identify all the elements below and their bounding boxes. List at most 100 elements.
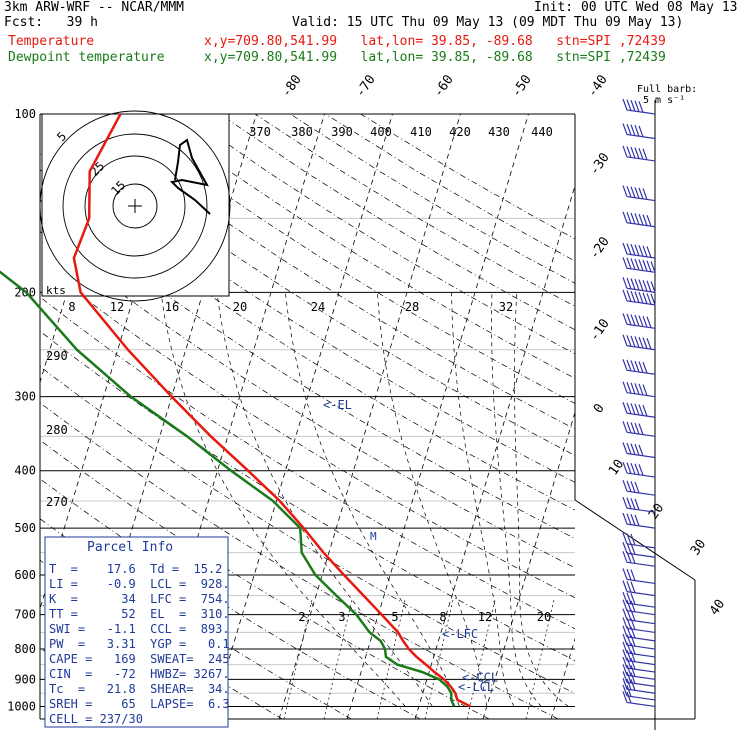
barb-feather bbox=[622, 381, 628, 393]
barb-feather bbox=[622, 313, 628, 325]
barb-feather bbox=[630, 552, 636, 564]
wind-barb bbox=[622, 496, 656, 513]
barb-feather bbox=[626, 497, 632, 509]
barb-feather bbox=[630, 642, 636, 655]
barb-feather bbox=[622, 671, 628, 683]
barb-feather bbox=[626, 382, 632, 394]
hodograph-ring bbox=[112, 183, 158, 229]
dry-adiabat-line bbox=[149, 114, 575, 379]
barb-feather bbox=[634, 481, 640, 494]
barb-feather bbox=[622, 145, 628, 158]
barb-feather bbox=[626, 626, 632, 638]
barb-staff bbox=[626, 561, 656, 567]
barb-feather bbox=[622, 580, 628, 592]
forecast-hour: Fcst: 39 h bbox=[4, 15, 98, 30]
wind-barb bbox=[622, 480, 656, 496]
barb-feather bbox=[634, 278, 640, 291]
wind-barb bbox=[622, 551, 656, 567]
hodograph-speed-label: 24 bbox=[311, 300, 325, 314]
parcel-info-panel: Parcel Info T = 17.6 Td = 15.2 LI = -0.9… bbox=[45, 537, 230, 727]
barb-staff bbox=[626, 602, 656, 608]
moist-adiabat-line bbox=[376, 292, 488, 707]
barb-feather bbox=[626, 600, 632, 612]
barb-staff bbox=[626, 695, 656, 701]
wind-barb bbox=[622, 512, 656, 529]
wind-barb bbox=[622, 678, 656, 694]
barb-feather bbox=[622, 532, 628, 545]
barb-staff bbox=[626, 472, 656, 478]
barb-feather bbox=[630, 335, 636, 348]
barb-staff bbox=[626, 109, 656, 115]
wind-barb bbox=[622, 568, 656, 585]
barb-feather bbox=[626, 542, 632, 555]
barb-feather bbox=[622, 633, 628, 646]
barb-feather bbox=[638, 383, 644, 396]
wind-barb bbox=[622, 381, 656, 398]
parcel-row: CIN = -72 HWBZ= 3267. bbox=[49, 667, 230, 681]
isotherm-line bbox=[210, 114, 393, 719]
isotherm-label: 0 bbox=[591, 401, 608, 416]
barb-staff bbox=[626, 681, 656, 687]
wind-barb bbox=[622, 442, 656, 459]
theta-label: 420 bbox=[449, 125, 471, 139]
barb-feather bbox=[630, 146, 636, 159]
isotherm-line bbox=[550, 637, 575, 719]
barb-feather bbox=[642, 315, 648, 328]
isotherm-label: -60 bbox=[431, 72, 457, 100]
barb-staff bbox=[626, 156, 656, 162]
barb-feather bbox=[650, 261, 656, 273]
barb-feather bbox=[626, 421, 632, 434]
barb-feather bbox=[626, 533, 632, 545]
isotherm-line bbox=[482, 410, 575, 719]
barb-feather bbox=[622, 402, 628, 414]
barb-feather bbox=[626, 657, 632, 669]
theta-label: 390 bbox=[331, 125, 353, 139]
pressure-label: 800 bbox=[14, 642, 36, 656]
mixing-ratio-line bbox=[466, 599, 496, 719]
barb-feather bbox=[626, 480, 632, 492]
barb-feather bbox=[622, 551, 628, 563]
barb-feather bbox=[638, 336, 644, 349]
barb-feather bbox=[630, 650, 636, 662]
mixing-ratio-line bbox=[323, 599, 353, 719]
isotherm-label: 20 bbox=[646, 501, 667, 522]
barb-feather bbox=[630, 290, 636, 303]
theta-label: 430 bbox=[488, 125, 510, 139]
isotherm-label: -80 bbox=[279, 72, 305, 100]
barb-feather bbox=[622, 625, 628, 638]
moist-adiabat-line bbox=[451, 292, 515, 707]
barb-feather bbox=[630, 498, 636, 510]
level-marker: <-LFC bbox=[442, 627, 478, 641]
barb-feather bbox=[642, 148, 648, 160]
barb-feather bbox=[622, 496, 628, 509]
barb-feather bbox=[630, 543, 636, 555]
parcel-panel-box bbox=[44, 536, 229, 728]
wind-barb bbox=[622, 277, 656, 293]
hodograph-speed-label: 20 bbox=[233, 300, 247, 314]
barb-feather bbox=[646, 260, 652, 272]
moist-adiabat-line bbox=[160, 292, 406, 707]
barb-feather bbox=[626, 290, 632, 302]
kts-label: kts bbox=[46, 284, 66, 297]
barb-feather bbox=[642, 292, 648, 304]
parcel-row: CELL = 237/30 bbox=[49, 712, 143, 726]
barb-feather bbox=[638, 245, 644, 257]
melting-level-marker: M bbox=[370, 530, 377, 543]
wind-barb bbox=[622, 421, 656, 437]
barb-feather bbox=[642, 384, 648, 396]
barb-feather bbox=[638, 291, 644, 304]
pressure-label: 400 bbox=[14, 464, 36, 478]
parcel-row: LI = -0.9 LCL = 928. bbox=[49, 577, 230, 591]
barb-feather bbox=[634, 100, 640, 112]
level-marker: <-LCL bbox=[458, 680, 494, 694]
mixing-ratio-label: 8 bbox=[439, 610, 446, 624]
barb-feather bbox=[638, 279, 644, 291]
barb-feather bbox=[622, 421, 628, 433]
barb-staff bbox=[626, 652, 656, 658]
barb-feather bbox=[634, 244, 640, 256]
barb-feather bbox=[642, 214, 648, 226]
hodograph-ring bbox=[62, 133, 208, 279]
barb-feather bbox=[626, 146, 632, 158]
barb-feather bbox=[630, 314, 636, 326]
